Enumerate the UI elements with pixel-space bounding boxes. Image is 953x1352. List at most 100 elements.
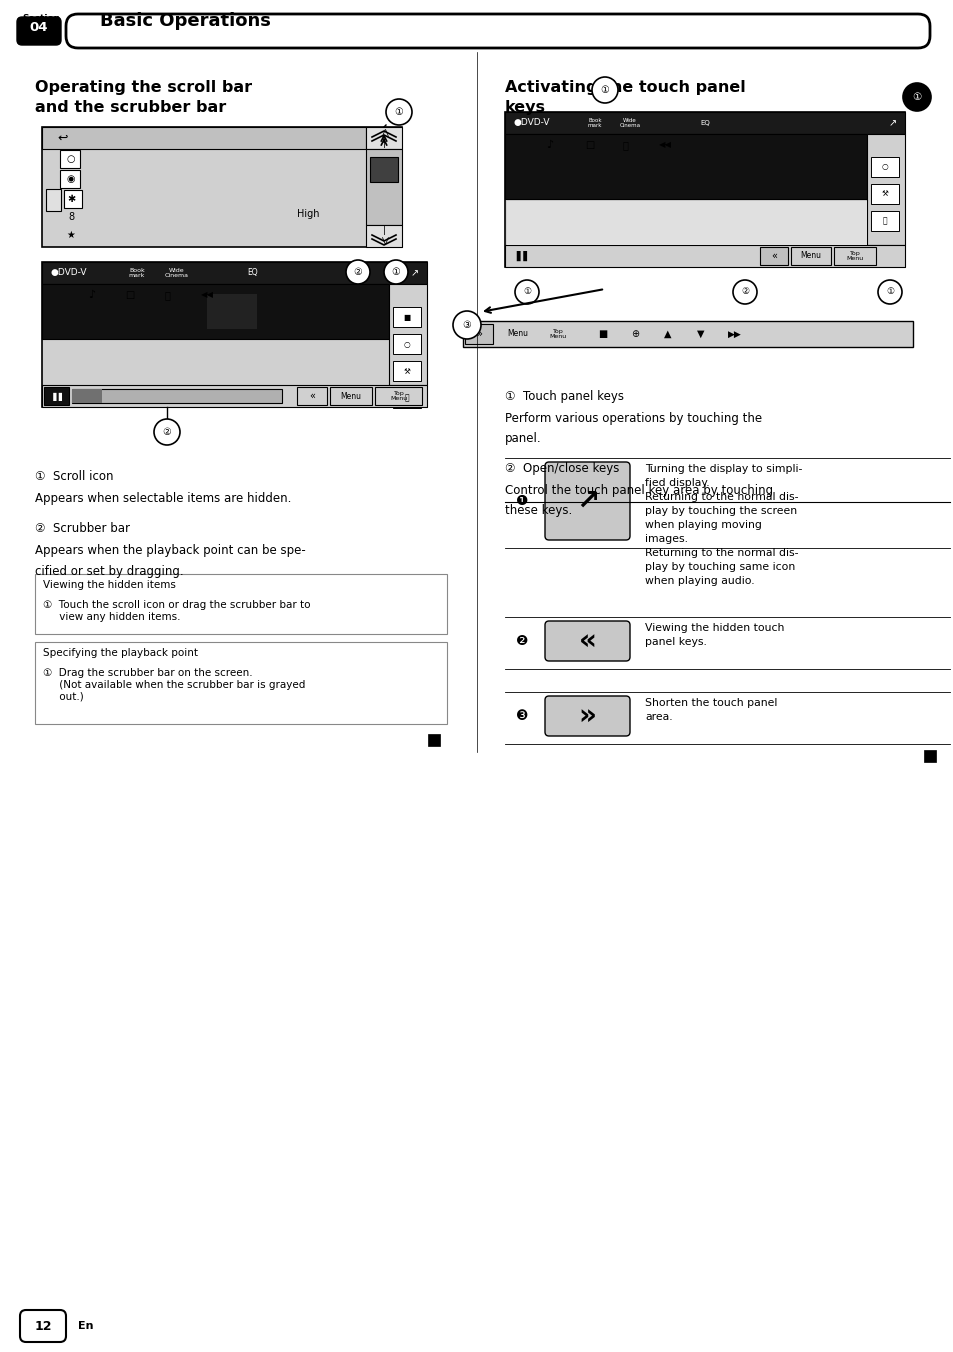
Text: ●DVD-V: ●DVD-V bbox=[50, 269, 87, 277]
Text: High: High bbox=[296, 210, 319, 219]
Circle shape bbox=[386, 99, 412, 124]
Text: |
⋁: | ⋁ bbox=[380, 226, 387, 246]
Text: □: □ bbox=[585, 141, 594, 150]
Bar bbox=[393, 334, 420, 354]
Text: Top
Menu: Top Menu bbox=[549, 329, 566, 339]
Bar bbox=[207, 293, 256, 329]
Text: Operating the scroll bar: Operating the scroll bar bbox=[35, 80, 252, 95]
Text: Menu: Menu bbox=[800, 251, 821, 261]
Text: Book
mark: Book mark bbox=[587, 118, 601, 128]
Text: ★: ★ bbox=[67, 230, 75, 241]
Circle shape bbox=[732, 280, 757, 304]
FancyBboxPatch shape bbox=[66, 14, 929, 49]
Bar bbox=[428, 734, 439, 746]
Bar bbox=[42, 262, 427, 407]
Text: □: □ bbox=[125, 289, 134, 300]
Bar bbox=[366, 127, 401, 149]
Text: Turning the display to simpli-
fied display.
Returning to the normal dis-
play b: Turning the display to simpli- fied disp… bbox=[644, 464, 801, 585]
Text: Wide
Cinema: Wide Cinema bbox=[618, 118, 639, 128]
Circle shape bbox=[153, 419, 180, 445]
Circle shape bbox=[902, 82, 930, 111]
Bar bbox=[42, 284, 389, 339]
Text: ○: ○ bbox=[67, 154, 75, 164]
Text: Control the touch panel key area by touching: Control the touch panel key area by touc… bbox=[504, 484, 772, 498]
Bar bbox=[60, 170, 80, 188]
Text: 8: 8 bbox=[68, 212, 74, 222]
Bar bbox=[393, 307, 420, 327]
Bar bbox=[504, 245, 904, 266]
Text: ▐▐: ▐▐ bbox=[50, 392, 63, 400]
Bar bbox=[64, 191, 82, 208]
Bar bbox=[46, 189, 61, 211]
Bar bbox=[375, 387, 421, 406]
Text: Specifying the playback point: Specifying the playback point bbox=[43, 648, 198, 658]
Text: ②: ② bbox=[354, 266, 362, 277]
Text: ↗: ↗ bbox=[576, 487, 598, 515]
Text: «: « bbox=[770, 251, 776, 261]
Bar bbox=[42, 262, 427, 284]
Bar bbox=[462, 320, 912, 347]
Text: cified or set by dragging.: cified or set by dragging. bbox=[35, 565, 183, 579]
Text: ◀◀: ◀◀ bbox=[658, 141, 671, 150]
Bar bbox=[366, 224, 401, 247]
Text: Appears when the playback point can be spe-: Appears when the playback point can be s… bbox=[35, 544, 305, 557]
Circle shape bbox=[877, 280, 901, 304]
Bar bbox=[71, 389, 282, 403]
Text: ♪: ♪ bbox=[546, 141, 553, 150]
Text: ■: ■ bbox=[598, 329, 607, 339]
Bar bbox=[330, 387, 372, 406]
Text: ⚒: ⚒ bbox=[403, 366, 410, 376]
FancyBboxPatch shape bbox=[544, 696, 629, 735]
Text: ①: ① bbox=[911, 92, 921, 101]
Text: Activating the touch panel: Activating the touch panel bbox=[504, 80, 745, 95]
Bar bbox=[42, 127, 401, 247]
Text: ↩: ↩ bbox=[57, 131, 68, 145]
Text: ↗: ↗ bbox=[411, 268, 418, 279]
Text: these keys.: these keys. bbox=[504, 504, 572, 516]
Text: Section: Section bbox=[22, 14, 60, 23]
Text: 🎥: 🎥 bbox=[164, 289, 170, 300]
Text: ②: ② bbox=[162, 427, 172, 437]
Circle shape bbox=[453, 311, 480, 339]
Circle shape bbox=[592, 77, 618, 103]
Text: 📷: 📷 bbox=[404, 393, 409, 403]
Text: 04: 04 bbox=[30, 22, 49, 34]
Text: ⚒: ⚒ bbox=[881, 189, 887, 199]
Text: Menu: Menu bbox=[340, 392, 361, 400]
Bar bbox=[504, 134, 866, 199]
Bar bbox=[790, 247, 830, 265]
Text: »: » bbox=[578, 702, 596, 730]
FancyBboxPatch shape bbox=[20, 1310, 66, 1343]
FancyBboxPatch shape bbox=[544, 462, 629, 539]
Text: ❷: ❷ bbox=[516, 634, 528, 648]
Text: 🎥: 🎥 bbox=[621, 141, 627, 150]
Bar bbox=[866, 134, 904, 245]
Bar bbox=[464, 324, 493, 343]
Bar bbox=[44, 387, 69, 406]
Text: ①  Scroll icon: ① Scroll icon bbox=[35, 470, 113, 483]
Text: ❸: ❸ bbox=[516, 708, 528, 723]
Bar bbox=[370, 157, 397, 183]
Circle shape bbox=[384, 260, 408, 284]
Bar bbox=[504, 134, 904, 155]
Text: ⊕: ⊕ bbox=[630, 329, 639, 339]
Bar bbox=[71, 389, 102, 403]
Text: Shorten the touch panel
area.: Shorten the touch panel area. bbox=[644, 698, 777, 722]
Text: ①: ① bbox=[600, 85, 609, 95]
Bar bbox=[42, 127, 366, 149]
Text: ▲: ▲ bbox=[663, 329, 671, 339]
Circle shape bbox=[515, 280, 538, 304]
Text: panel.: panel. bbox=[504, 433, 541, 445]
Text: Appears when selectable items are hidden.: Appears when selectable items are hidden… bbox=[35, 492, 291, 506]
Bar bbox=[389, 284, 427, 385]
Text: ②  Open/close keys: ② Open/close keys bbox=[504, 462, 618, 475]
FancyBboxPatch shape bbox=[17, 18, 61, 45]
Text: Wide
Cinema: Wide Cinema bbox=[165, 268, 189, 279]
Text: Book
mark: Book mark bbox=[129, 268, 145, 279]
Text: ②  Scrubber bar: ② Scrubber bar bbox=[35, 522, 130, 535]
Text: Viewing the hidden items: Viewing the hidden items bbox=[43, 580, 175, 589]
Text: ①  Touch the scroll icon or drag the scrubber bar to
     view any hidden items.: ① Touch the scroll icon or drag the scru… bbox=[43, 600, 310, 622]
Bar bbox=[35, 575, 447, 634]
Bar bbox=[833, 247, 875, 265]
Text: ②: ② bbox=[740, 288, 748, 296]
